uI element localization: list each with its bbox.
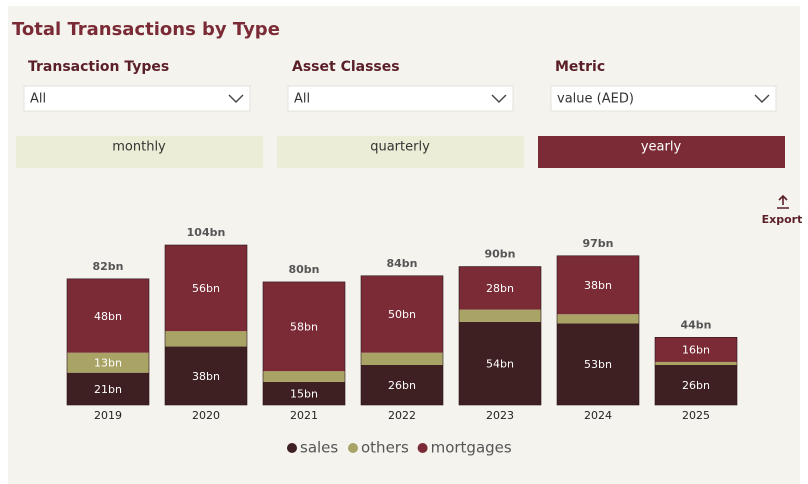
filter-label: Transaction Types xyxy=(28,59,169,75)
period-button[interactable]: yearly xyxy=(538,136,785,168)
legend-label: others xyxy=(361,439,409,457)
x-tick-label: 2025 xyxy=(682,409,710,422)
total-label: 84bn xyxy=(386,257,417,270)
bar-segment xyxy=(361,365,443,405)
bar-segment xyxy=(655,361,737,365)
total-label: 80bn xyxy=(288,263,319,276)
chevron xyxy=(754,94,770,103)
export-icon xyxy=(777,194,789,209)
x-tick-label: 2024 xyxy=(584,409,612,422)
period-buttons: monthly quarterly yearly xyxy=(16,136,785,168)
x-tick-label: 2022 xyxy=(388,409,416,422)
data-label: 48bn xyxy=(94,310,122,323)
data-label: 56bn xyxy=(192,282,220,295)
bar-segment xyxy=(67,278,149,353)
data-label: 28bn xyxy=(486,282,514,295)
bar-segment xyxy=(459,266,541,310)
data-label: 16bn xyxy=(682,344,710,357)
export-label: Export xyxy=(762,213,803,226)
bar-segment xyxy=(263,371,345,382)
button-bg xyxy=(277,136,524,168)
button-label: monthly xyxy=(112,140,166,155)
bar-segment xyxy=(557,255,639,315)
dropdown-box xyxy=(550,85,777,112)
button-label: yearly xyxy=(641,140,682,155)
legend-swatch xyxy=(348,443,358,453)
period-button[interactable]: monthly xyxy=(16,136,263,168)
dropdown[interactable]: value (AED) xyxy=(550,85,777,112)
bar-outline xyxy=(66,278,150,406)
bar-outline xyxy=(262,281,346,406)
x-tick-label: 2019 xyxy=(94,409,122,422)
x-tick-label: 2020 xyxy=(192,409,220,422)
bar-segment xyxy=(165,331,247,347)
total-label: 104bn xyxy=(187,226,226,239)
dropdown[interactable]: All xyxy=(23,85,251,112)
data-label: 38bn xyxy=(192,370,220,383)
dropdown[interactable]: All xyxy=(287,85,514,112)
bar-segment xyxy=(655,337,737,362)
total-label: 90bn xyxy=(484,248,515,261)
bar-outline xyxy=(556,255,640,406)
legend-label: mortgages xyxy=(431,439,512,457)
data-label: 38bn xyxy=(584,279,612,292)
total-label: 82bn xyxy=(92,260,123,273)
button-bg xyxy=(538,136,785,168)
data-label: 50bn xyxy=(388,308,416,321)
legend-label: sales xyxy=(300,439,338,457)
bar-segment xyxy=(459,321,541,405)
dropdown-box xyxy=(287,85,514,112)
legend-swatch xyxy=(417,443,428,453)
bar-outline xyxy=(360,275,444,406)
dropdown-value: value (AED) xyxy=(557,92,634,107)
total-label: 97bn xyxy=(582,237,613,250)
legend-swatch xyxy=(287,443,297,453)
title: Total Transactions by Type xyxy=(12,19,280,40)
data-label: 26bn xyxy=(388,379,416,392)
bar-segment xyxy=(67,372,149,405)
chevron xyxy=(491,94,507,103)
button-bg xyxy=(16,136,263,168)
bar-segment xyxy=(165,245,247,332)
export-button[interactable]: Export xyxy=(762,194,803,226)
bar-outline xyxy=(164,244,248,406)
filters: Transaction Types All Asset Classes All Metr… xyxy=(23,59,777,112)
data-label: 53bn xyxy=(584,358,612,371)
x-tick-label: 2023 xyxy=(486,409,514,422)
bar-segment xyxy=(459,309,541,322)
data-label: 26bn xyxy=(682,379,710,392)
period-button[interactable]: quarterly xyxy=(277,136,524,168)
total-label: 44bn xyxy=(680,318,711,331)
x-tick-label: 2021 xyxy=(290,409,318,422)
bar-segment xyxy=(361,275,443,353)
data-label: 13bn xyxy=(94,357,122,370)
bar-segment xyxy=(263,381,345,405)
data-label: 21bn xyxy=(94,383,122,396)
data-label: 58bn xyxy=(290,321,318,334)
bar-outline xyxy=(458,266,542,406)
data-label: 54bn xyxy=(486,357,514,370)
chevron xyxy=(228,94,244,103)
data-label: 15bn xyxy=(290,387,318,400)
bar-segment xyxy=(67,352,149,373)
bar-segment xyxy=(263,281,345,372)
bar-segment xyxy=(655,365,737,405)
bar-segment xyxy=(165,346,247,405)
bar-segment xyxy=(361,352,443,365)
dropdown-box xyxy=(23,85,251,112)
filter-label: Metric xyxy=(555,59,605,75)
filter-label: Asset Classes xyxy=(292,59,400,75)
bar-segment xyxy=(557,323,639,405)
bar-segment xyxy=(557,314,639,324)
bar-outline xyxy=(654,337,738,406)
button-label: quarterly xyxy=(370,140,430,155)
chart: 21bn 13bn 48bn 82bn 2019 38bn 56bn 104bn 2020 15b… xyxy=(66,226,738,457)
dropdown-value: All xyxy=(30,92,46,107)
dropdown-value: All xyxy=(294,92,310,107)
